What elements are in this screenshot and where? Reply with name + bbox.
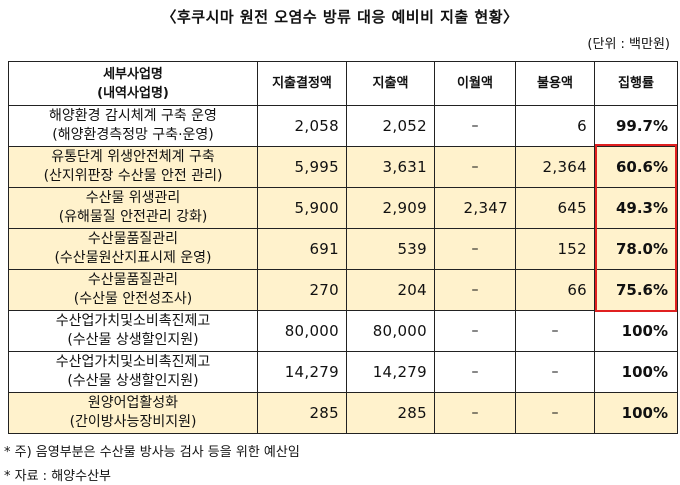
project-name: 수산물품질관리 <box>87 272 179 288</box>
cell-carryover-amount: – <box>434 392 516 434</box>
table-row: 해양환경 감시체계 구축 운영 (해양환경측정망 구축·운영) 2,058 2,052… <box>8 105 678 147</box>
cell-unused-amount: 6 <box>515 105 595 147</box>
table-row: 수산업가치및소비촉진제고 (수산물 상생할인지원) 80,000 80,000– –10… <box>8 310 678 352</box>
cell-carryover-amount: – <box>434 269 516 311</box>
table-row: 수산물품질관리 (수산물원산지표시제 운영) 691 539–152 78.0% <box>8 228 678 270</box>
cell-unused-amount: 2,364 <box>515 146 595 188</box>
cell-unused-amount: – <box>515 351 595 393</box>
cell-unused-amount: 66 <box>515 269 595 311</box>
cell-decided-amount: 80,000 <box>257 310 347 352</box>
cell-unused-amount: 645 <box>515 187 595 229</box>
header-execution-rate: 집행률 <box>594 61 678 106</box>
cell-execution-rate: 100% <box>594 392 678 434</box>
cell-spent-amount: 204 <box>346 269 435 311</box>
cell-project-name: 해양환경 감시체계 구축 운영 (해양환경측정망 구축·운영) <box>8 105 258 147</box>
expenditure-table: 세부사업명 (내역사업명) 지출결정액 지출액 이월액 불용액 집행률 해양환경… <box>8 61 678 434</box>
cell-project-name: 유통단계 위생안전체계 구축 (산지위판장 수산물 안전 관리) <box>8 146 258 188</box>
cell-spent-amount: 539 <box>346 228 435 270</box>
cell-spent-amount: 2,052 <box>346 105 435 147</box>
header-spent-amount: 지출액 <box>346 61 435 106</box>
sub-project-name: (수산물 안전성조사) <box>73 291 193 307</box>
project-name: 수산물품질관리 <box>87 231 179 247</box>
cell-spent-amount: 2,909 <box>346 187 435 229</box>
cell-execution-rate: 75.6% <box>594 269 678 311</box>
cell-decided-amount: 285 <box>257 392 347 434</box>
cell-execution-rate: 49.3% <box>594 187 678 229</box>
cell-spent-amount: 80,000 <box>346 310 435 352</box>
cell-decided-amount: 5,995 <box>257 146 347 188</box>
footnote-shading: * 주) 음영부분은 수산물 방사능 검사 등을 위한 예산임 <box>4 445 300 460</box>
project-name: 원양어업활성화 <box>87 395 179 411</box>
cell-decided-amount: 14,279 <box>257 351 347 393</box>
unit-label: (단위 : 백만원) <box>587 37 670 52</box>
cell-spent-amount: 285 <box>346 392 435 434</box>
table-header-row: 세부사업명 (내역사업명) 지출결정액 지출액 이월액 불용액 집행률 <box>8 61 678 106</box>
sub-project-name: (산지위판장 수산물 안전 관리) <box>43 168 223 184</box>
footnote-source: * 자료 : 해양수산부 <box>4 469 111 484</box>
cell-execution-rate: 100% <box>594 310 678 352</box>
sub-project-name: (간이방사능장비지원) <box>69 414 197 430</box>
cell-project-name: 수산물품질관리 (수산물 안전성조사) <box>8 269 258 311</box>
cell-unused-amount: – <box>515 392 595 434</box>
project-name: 수산업가치및소비촉진제고 <box>55 313 211 329</box>
header-unused-amount: 불용액 <box>515 61 595 106</box>
cell-spent-amount: 14,279 <box>346 351 435 393</box>
sub-project-name: (수산물 상생할인지원) <box>67 332 199 348</box>
project-name: 해양환경 감시체계 구축 운영 <box>49 108 217 124</box>
cell-spent-amount: 3,631 <box>346 146 435 188</box>
table-row: 수산물품질관리 (수산물 안전성조사) 270 204–66 75.6% <box>8 269 678 311</box>
cell-carryover-amount: – <box>434 351 516 393</box>
cell-unused-amount: – <box>515 310 595 352</box>
table-row: 유통단계 위생안전체계 구축 (산지위판장 수산물 안전 관리) 5,995 3,63… <box>8 146 678 188</box>
header-decided-amount: 지출결정액 <box>257 61 347 106</box>
cell-carryover-amount: 2,347 <box>434 187 516 229</box>
cell-execution-rate: 100% <box>594 351 678 393</box>
header-project-name: 세부사업명 (내역사업명) <box>8 61 258 106</box>
cell-decided-amount: 5,900 <box>257 187 347 229</box>
header-carryover-amount: 이월액 <box>434 61 516 106</box>
cell-project-name: 수산업가치및소비촉진제고 (수산물 상생할인지원) <box>8 310 258 352</box>
project-name: 유통단계 위생안전체계 구축 <box>51 149 215 165</box>
table-row: 원양어업활성화 (간이방사능장비지원) 285 285– –100% <box>8 392 678 434</box>
cell-decided-amount: 691 <box>257 228 347 270</box>
project-name: 수산업가치및소비촉진제고 <box>55 354 211 370</box>
table-row: 수산업가치및소비촉진제고 (수산물 상생할인지원) 14,279 14,279– –10… <box>8 351 678 393</box>
cell-carryover-amount: – <box>434 105 516 147</box>
cell-project-name: 원양어업활성화 (간이방사능장비지원) <box>8 392 258 434</box>
cell-unused-amount: 152 <box>515 228 595 270</box>
cell-project-name: 수산물품질관리 (수산물원산지표시제 운영) <box>8 228 258 270</box>
table-row: 수산물 위생관리 (유해물질 안전관리 강화) 5,900 2,909 2,347 645… <box>8 187 678 229</box>
cell-execution-rate: 78.0% <box>594 228 678 270</box>
cell-decided-amount: 270 <box>257 269 347 311</box>
cell-project-name: 수산물 위생관리 (유해물질 안전관리 강화) <box>8 187 258 229</box>
cell-execution-rate: 99.7% <box>594 105 678 147</box>
cell-project-name: 수산업가치및소비촉진제고 (수산물 상생할인지원) <box>8 351 258 393</box>
project-name: 수산물 위생관리 <box>85 190 181 206</box>
sub-project-name: (유해물질 안전관리 강화) <box>58 209 208 225</box>
sub-project-name: (해양환경측정망 구축·운영) <box>52 127 214 143</box>
sub-project-name: (수산물원산지표시제 운영) <box>54 250 212 266</box>
sub-project-name: (수산물 상생할인지원) <box>67 373 199 389</box>
cell-carryover-amount: – <box>434 146 516 188</box>
cell-decided-amount: 2,058 <box>257 105 347 147</box>
cell-execution-rate: 60.6% <box>594 146 678 188</box>
cell-carryover-amount: – <box>434 310 516 352</box>
cell-carryover-amount: – <box>434 228 516 270</box>
page-title: 〈후쿠시마 원전 오염수 방류 대응 예비비 지출 현황〉 <box>161 8 519 26</box>
